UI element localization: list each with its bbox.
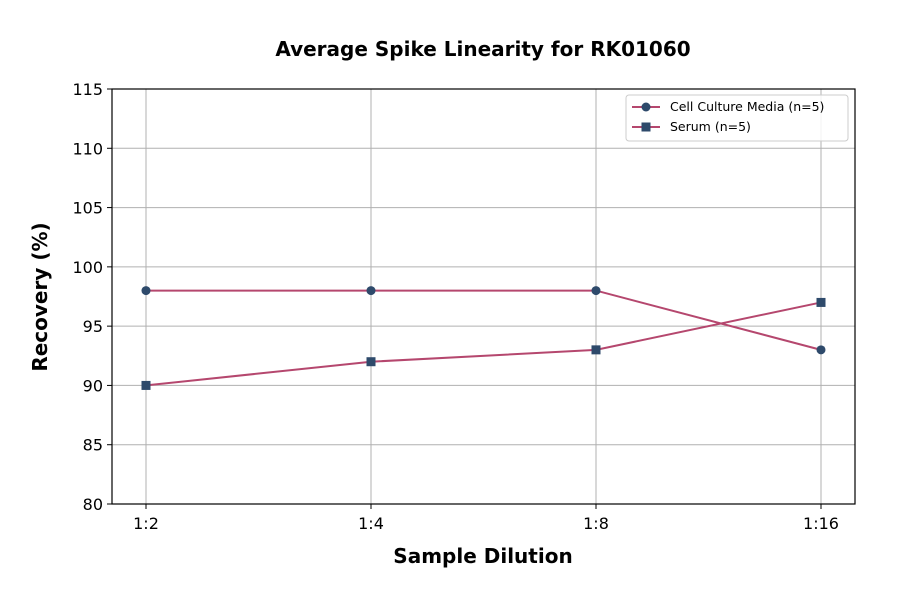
data-point (591, 345, 601, 355)
x-tick-label: 1:4 (358, 514, 384, 533)
data-point (816, 297, 826, 307)
y-tick-label: 110 (72, 139, 103, 158)
legend-label-0: Cell Culture Media (n=5) (670, 99, 824, 114)
y-tick-label: 105 (72, 199, 103, 218)
legend-marker-1 (641, 122, 651, 132)
series-line (146, 289, 822, 351)
legend: Cell Culture Media (n=5) Serum (n=5) (625, 94, 849, 142)
y-tick-label: 90 (83, 376, 103, 395)
x-axis-label: Sample Dilution (393, 544, 572, 568)
data-point (366, 357, 376, 367)
x-tick-label: 1:8 (583, 514, 609, 533)
series-0 (141, 286, 826, 355)
y-axis-label: Recovery (%) (28, 222, 52, 371)
x-tick-label: 1:2 (133, 514, 159, 533)
data-point (816, 345, 826, 355)
y-tick-label: 95 (83, 317, 103, 336)
y-tick-label: 80 (83, 495, 103, 514)
plot-frame (111, 88, 856, 505)
series-group (141, 286, 826, 390)
legend-marker-0 (641, 102, 651, 112)
data-point (141, 286, 151, 296)
y-tick-label: 115 (72, 80, 103, 99)
y-tick-label: 85 (83, 436, 103, 455)
x-tick-label: 1:16 (803, 514, 839, 533)
series-line (145, 301, 822, 387)
y-tick-label: 100 (72, 258, 103, 277)
legend-box (625, 94, 849, 142)
data-point (141, 380, 151, 390)
tick-labels: 80 85 90 95 100 105 110 115 1:2 1:4 1:8 1:16 (72, 80, 839, 533)
data-point (366, 286, 376, 296)
legend-label-1: Serum (n=5) (670, 119, 751, 134)
data-point (591, 286, 601, 296)
chart-title: Average Spike Linearity for RK01060 (275, 37, 690, 61)
grid (112, 88, 855, 505)
series-1 (141, 297, 826, 390)
